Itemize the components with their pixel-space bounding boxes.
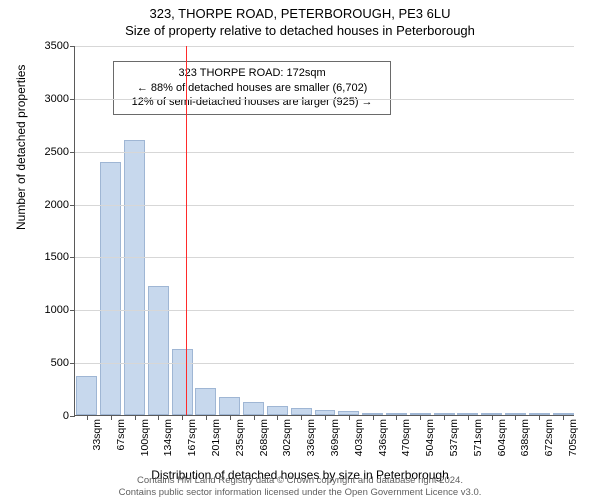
y-tick-mark: [70, 99, 75, 100]
footer-line-2: Contains public sector information licen…: [0, 487, 600, 498]
grid-line: [75, 99, 574, 100]
x-tick-label: 167sqm: [186, 419, 198, 456]
annotation-line: 12% of semi-detached houses are larger (…: [122, 95, 382, 110]
x-tick-label: 302sqm: [281, 419, 293, 456]
y-tick-mark: [70, 310, 75, 311]
x-tick-mark: [206, 415, 207, 420]
x-tick-label: 604sqm: [496, 419, 508, 456]
x-tick-label: 672sqm: [543, 419, 555, 456]
x-tick-mark: [349, 415, 350, 420]
y-tick-label: 2000: [45, 199, 69, 211]
x-tick-mark: [539, 415, 540, 420]
footer-line-1: Contains HM Land Registry data © Crown c…: [0, 475, 600, 486]
x-tick-label: 705sqm: [567, 419, 579, 456]
chart-title: 323, THORPE ROAD, PETERBOROUGH, PE3 6LU: [0, 6, 600, 21]
y-tick-mark: [70, 152, 75, 153]
x-tick-mark: [563, 415, 564, 420]
x-tick-mark: [111, 415, 112, 420]
x-tick-label: 235sqm: [234, 419, 246, 456]
grid-line: [75, 310, 574, 311]
x-tick-label: 336sqm: [305, 419, 317, 456]
y-tick-label: 3500: [45, 40, 69, 52]
y-axis-label: Number of detached properties: [14, 65, 28, 230]
histogram-bar: [195, 388, 216, 415]
x-tick-mark: [468, 415, 469, 420]
x-tick-label: 100sqm: [139, 419, 151, 456]
histogram-bar: [291, 408, 312, 415]
x-tick-label: 537sqm: [448, 419, 460, 456]
x-tick-mark: [492, 415, 493, 420]
x-tick-label: 201sqm: [210, 419, 222, 456]
x-tick-mark: [254, 415, 255, 420]
x-tick-mark: [301, 415, 302, 420]
x-tick-mark: [182, 415, 183, 420]
y-tick-label: 500: [51, 357, 69, 369]
x-tick-mark: [373, 415, 374, 420]
histogram-bar: [124, 140, 145, 415]
y-tick-mark: [70, 416, 75, 417]
x-tick-mark: [420, 415, 421, 420]
x-tick-mark: [396, 415, 397, 420]
property-marker-line: [186, 46, 187, 415]
histogram-bar: [76, 376, 97, 415]
histogram-bar: [148, 286, 169, 415]
x-tick-label: 134sqm: [162, 419, 174, 456]
x-tick-mark: [158, 415, 159, 420]
grid-line: [75, 46, 574, 47]
histogram-bar: [100, 162, 121, 415]
annotation-line: ← 88% of detached houses are smaller (6,…: [122, 81, 382, 96]
y-tick-label: 1500: [45, 251, 69, 263]
title-block: 323, THORPE ROAD, PETERBOROUGH, PE3 6LU …: [0, 0, 600, 38]
y-tick-label: 0: [63, 410, 69, 422]
grid-line: [75, 205, 574, 206]
x-tick-mark: [515, 415, 516, 420]
x-tick-mark: [135, 415, 136, 420]
histogram-bar: [219, 397, 240, 415]
x-tick-label: 67sqm: [115, 419, 127, 451]
grid-line: [75, 363, 574, 364]
chart-subtitle: Size of property relative to detached ho…: [0, 23, 600, 38]
x-tick-label: 33sqm: [91, 419, 103, 451]
histogram-bar: [172, 349, 193, 415]
x-tick-label: 571sqm: [472, 419, 484, 456]
y-tick-label: 3000: [45, 93, 69, 105]
grid-line: [75, 152, 574, 153]
y-tick-label: 1000: [45, 304, 69, 316]
chart-plot-area: 323 THORPE ROAD: 172sqm← 88% of detached…: [74, 46, 574, 416]
footer-attribution: Contains HM Land Registry data © Crown c…: [0, 475, 600, 498]
x-tick-label: 638sqm: [519, 419, 531, 456]
y-tick-mark: [70, 46, 75, 47]
x-tick-label: 436sqm: [377, 419, 389, 456]
annotation-line: 323 THORPE ROAD: 172sqm: [122, 66, 382, 81]
x-tick-label: 504sqm: [424, 419, 436, 456]
grid-line: [75, 257, 574, 258]
x-tick-label: 403sqm: [353, 419, 365, 456]
x-tick-mark: [87, 415, 88, 420]
x-tick-mark: [230, 415, 231, 420]
x-tick-label: 268sqm: [258, 419, 270, 456]
y-tick-mark: [70, 205, 75, 206]
histogram-bar: [267, 406, 288, 415]
x-tick-mark: [277, 415, 278, 420]
x-tick-label: 470sqm: [400, 419, 412, 456]
annotation-box: 323 THORPE ROAD: 172sqm← 88% of detached…: [113, 61, 391, 116]
y-tick-label: 2500: [45, 146, 69, 158]
histogram-bar: [243, 402, 264, 415]
y-tick-mark: [70, 363, 75, 364]
x-tick-mark: [444, 415, 445, 420]
x-tick-label: 369sqm: [329, 419, 341, 456]
x-tick-mark: [325, 415, 326, 420]
y-tick-mark: [70, 257, 75, 258]
